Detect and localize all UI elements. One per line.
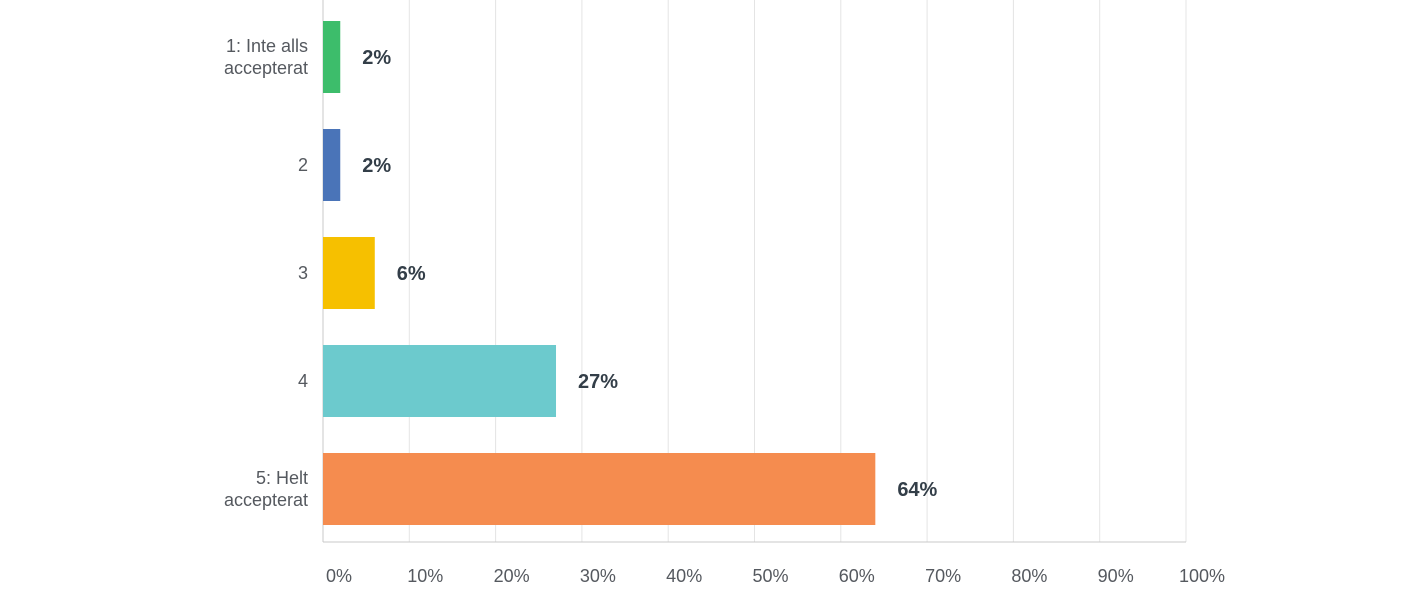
bar: [323, 453, 876, 525]
category-label: 4: [298, 371, 308, 391]
category-label: 2: [298, 155, 308, 175]
bar: [323, 21, 341, 93]
x-tick-label: 50%: [752, 566, 788, 586]
x-tick-label: 40%: [666, 566, 702, 586]
x-tick-label: 80%: [1011, 566, 1047, 586]
x-tick-label: 100%: [1179, 566, 1225, 586]
x-tick-label: 0%: [326, 566, 352, 586]
data-label: 27%: [578, 371, 618, 393]
x-tick-label: 70%: [925, 566, 961, 586]
bar: [323, 237, 375, 309]
x-tick-label: 30%: [580, 566, 616, 586]
bar: [323, 129, 341, 201]
x-tick-label: 90%: [1098, 566, 1134, 586]
x-tick-label: 10%: [407, 566, 443, 586]
data-label: 6%: [397, 263, 426, 285]
category-label: 1: Inte alls accepterat: [224, 36, 308, 78]
category-label: 5: Helt accepterat: [224, 468, 308, 510]
data-label: 64%: [897, 479, 937, 501]
bar: [323, 345, 557, 417]
category-label: 3: [298, 263, 308, 283]
x-tick-label: 60%: [839, 566, 875, 586]
data-label: 2%: [362, 155, 391, 177]
data-label: 2%: [362, 47, 391, 69]
x-tick-label: 20%: [494, 566, 530, 586]
